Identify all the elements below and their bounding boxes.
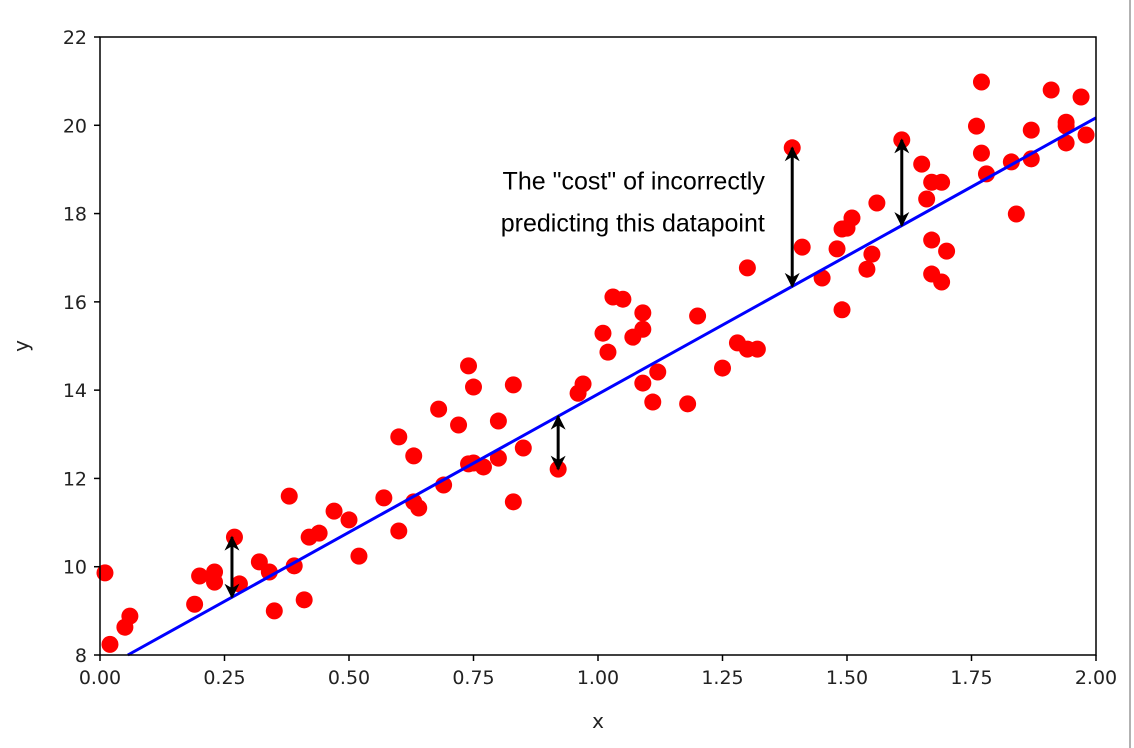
y-tick-label: 8 — [75, 645, 87, 667]
x-tick-label: 0.00 — [79, 667, 121, 689]
plot-area — [99, 36, 1097, 656]
data-point — [977, 165, 995, 183]
regression-line — [127, 116, 1097, 657]
data-point — [101, 635, 119, 653]
data-point — [465, 378, 482, 396]
data-point — [350, 547, 368, 565]
data-point — [938, 242, 956, 260]
data-point — [121, 607, 139, 625]
data-point — [574, 375, 592, 393]
y-tick-label: 22 — [63, 27, 87, 49]
data-point — [1057, 134, 1075, 152]
data-point — [748, 340, 766, 358]
data-point — [375, 489, 393, 507]
x-tick-label: 2.00 — [1075, 667, 1117, 689]
x-tick-label: 0.75 — [452, 667, 494, 689]
data-point — [594, 324, 612, 342]
data-point — [1072, 88, 1090, 106]
data-point — [410, 499, 428, 517]
data-point — [489, 449, 507, 467]
data-point — [967, 117, 985, 135]
data-point — [225, 528, 243, 546]
data-point — [206, 563, 224, 581]
data-point — [1042, 81, 1060, 99]
annotation-text: predicting this datapoint — [501, 209, 765, 237]
data-point — [972, 144, 990, 162]
data-point — [405, 447, 423, 465]
data-point — [634, 304, 652, 322]
x-tick-label: 0.50 — [328, 667, 370, 689]
data-point — [514, 439, 532, 457]
x-tick-label: 0.25 — [203, 667, 245, 689]
x-tick-label: 1.50 — [826, 667, 868, 689]
y-tick-label: 12 — [63, 468, 87, 490]
data-point — [833, 301, 851, 319]
x-tick-label: 1.75 — [950, 667, 992, 689]
data-point — [614, 290, 632, 308]
data-point — [390, 428, 408, 446]
data-point — [833, 220, 851, 238]
y-tick-label: 16 — [63, 292, 87, 314]
data-point — [634, 320, 652, 338]
data-point — [460, 357, 478, 375]
data-point — [325, 502, 343, 520]
x-axis-label: x — [592, 709, 604, 733]
data-point — [310, 524, 328, 542]
data-point — [260, 563, 278, 581]
data-point — [280, 487, 298, 505]
data-point — [295, 591, 313, 609]
data-point — [1057, 113, 1075, 131]
data-point — [679, 395, 697, 413]
y-axis-label: y — [9, 340, 33, 352]
y-tick-label: 20 — [63, 115, 87, 137]
data-point — [504, 493, 522, 511]
data-point — [868, 194, 886, 212]
y-tick-label: 10 — [63, 557, 87, 579]
data-point — [1007, 205, 1025, 223]
data-point — [430, 400, 448, 418]
data-point — [644, 393, 662, 411]
data-point — [689, 307, 707, 325]
data-point — [913, 155, 931, 173]
data-point — [714, 359, 731, 377]
data-point — [828, 240, 846, 258]
data-point — [340, 511, 358, 529]
data-point — [863, 245, 881, 263]
data-point — [858, 260, 876, 278]
y-tick-label: 18 — [63, 204, 87, 226]
data-point — [843, 209, 861, 227]
data-point — [186, 595, 204, 613]
data-point — [1022, 121, 1040, 139]
x-tick-label: 1.00 — [577, 667, 619, 689]
data-point — [933, 273, 951, 291]
x-tick-label: 1.25 — [701, 667, 743, 689]
data-point — [793, 238, 811, 256]
data-point — [599, 343, 617, 361]
data-point — [191, 567, 209, 585]
data-point — [918, 190, 936, 208]
data-point — [390, 522, 408, 540]
data-point — [738, 259, 756, 277]
data-point — [972, 73, 990, 91]
annotation-text: The "cost" of incorrectly — [503, 167, 766, 195]
y-tick-label: 14 — [63, 380, 87, 402]
data-point — [1077, 126, 1095, 144]
data-point — [489, 412, 507, 430]
data-point — [474, 458, 492, 476]
data-point — [923, 231, 941, 249]
data-point — [933, 173, 951, 191]
data-point — [504, 376, 522, 394]
data-point — [634, 374, 652, 392]
data-point — [649, 363, 667, 381]
data-point — [450, 416, 468, 434]
data-point — [265, 602, 283, 620]
